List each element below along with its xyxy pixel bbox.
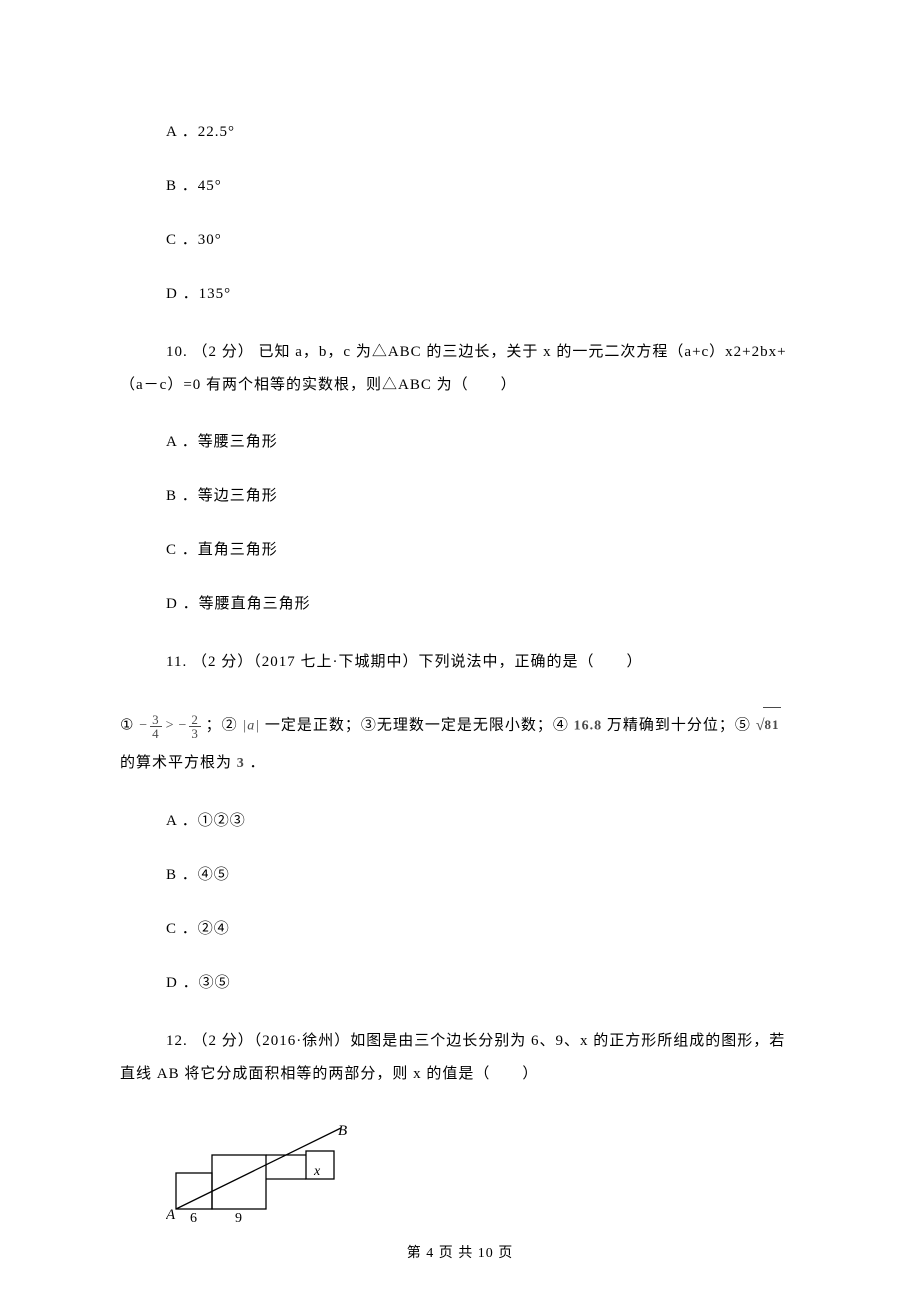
label-x: x bbox=[313, 1164, 321, 1179]
q11-stmt1-prefix: ① bbox=[120, 718, 139, 734]
q10-option-d: D ．等腰直角三角形 bbox=[120, 592, 800, 616]
q12-figure: A B 6 9 x bbox=[166, 1123, 366, 1223]
q9-option-a: A ．22.5° bbox=[120, 120, 800, 144]
q9-option-c: C ．30° bbox=[120, 228, 800, 252]
q11-stmt5-prefix: 分位；⑤ bbox=[687, 718, 756, 734]
q11-stmt5-result: 3 bbox=[237, 756, 245, 771]
q11-option-c: C ．②④ bbox=[120, 917, 800, 941]
q11-stmt5-mid: 的算术平方根为 bbox=[120, 755, 237, 771]
q12-text: 12. （2 分）（2016·徐州）如图是由三个边长分别为 6、9、x 的正方形… bbox=[120, 1025, 800, 1091]
q9-option-d: D ．135° bbox=[120, 282, 800, 306]
q11-option-b: B ．④⑤ bbox=[120, 863, 800, 887]
square-6 bbox=[176, 1173, 212, 1209]
q11-stmt2-prefix: ；② bbox=[201, 718, 243, 734]
q9-option-b: B ．45° bbox=[120, 174, 800, 198]
q11-stmt5-sqrt: √81 bbox=[756, 707, 782, 745]
q11-stmt2-math: |a| bbox=[242, 719, 260, 734]
question-10: 10. （2 分） 已知 a，b，c 为△ABC 的三边长，关于 x 的一元二次… bbox=[120, 336, 800, 616]
q11-stmt5-suffix: ． bbox=[245, 755, 266, 771]
q11-stmt3-text: 一定是正数；③无理数一定是无限小数；④ bbox=[260, 718, 574, 734]
q11-stmt1-math: − 34 > − 23 bbox=[139, 709, 201, 743]
q11-option-a: A ．①②③ bbox=[120, 809, 800, 833]
label-b: B bbox=[338, 1123, 347, 1139]
q11-stmt4-suffix: 万精确到十 bbox=[602, 718, 687, 734]
label-a: A bbox=[166, 1207, 176, 1223]
question-11: 11. （2 分）（2017 七上·下城期中）下列说法中，正确的是（ ） ① −… bbox=[120, 646, 800, 995]
question-12: 12. （2 分）（2016·徐州）如图是由三个边长分别为 6、9、x 的正方形… bbox=[120, 1025, 800, 1244]
q11-option-d: D ．③⑤ bbox=[120, 971, 800, 995]
q10-option-c: C ．直角三角形 bbox=[120, 538, 800, 562]
q10-option-a: A ．等腰三角形 bbox=[120, 430, 800, 454]
square-9 bbox=[212, 1155, 266, 1209]
question-9-options: A ．22.5° B ．45° C ．30° D ．135° bbox=[120, 120, 800, 306]
q11-text-statements: ① − 34 > − 23 ；② |a| 一定是正数；③无理数一定是无限小数；④… bbox=[120, 707, 800, 781]
q10-option-b: B ．等边三角形 bbox=[120, 484, 800, 508]
q11-stmt4-num: 16.8 bbox=[574, 719, 603, 734]
label-6: 6 bbox=[190, 1211, 197, 1223]
label-9: 9 bbox=[235, 1211, 242, 1223]
q11-text-line1: 11. （2 分）（2017 七上·下城期中）下列说法中，正确的是（ ） bbox=[120, 646, 800, 679]
page-number: 第 4 页 共 10 页 bbox=[0, 1242, 920, 1262]
q10-text: 10. （2 分） 已知 a，b，c 为△ABC 的三边长，关于 x 的一元二次… bbox=[120, 336, 800, 402]
